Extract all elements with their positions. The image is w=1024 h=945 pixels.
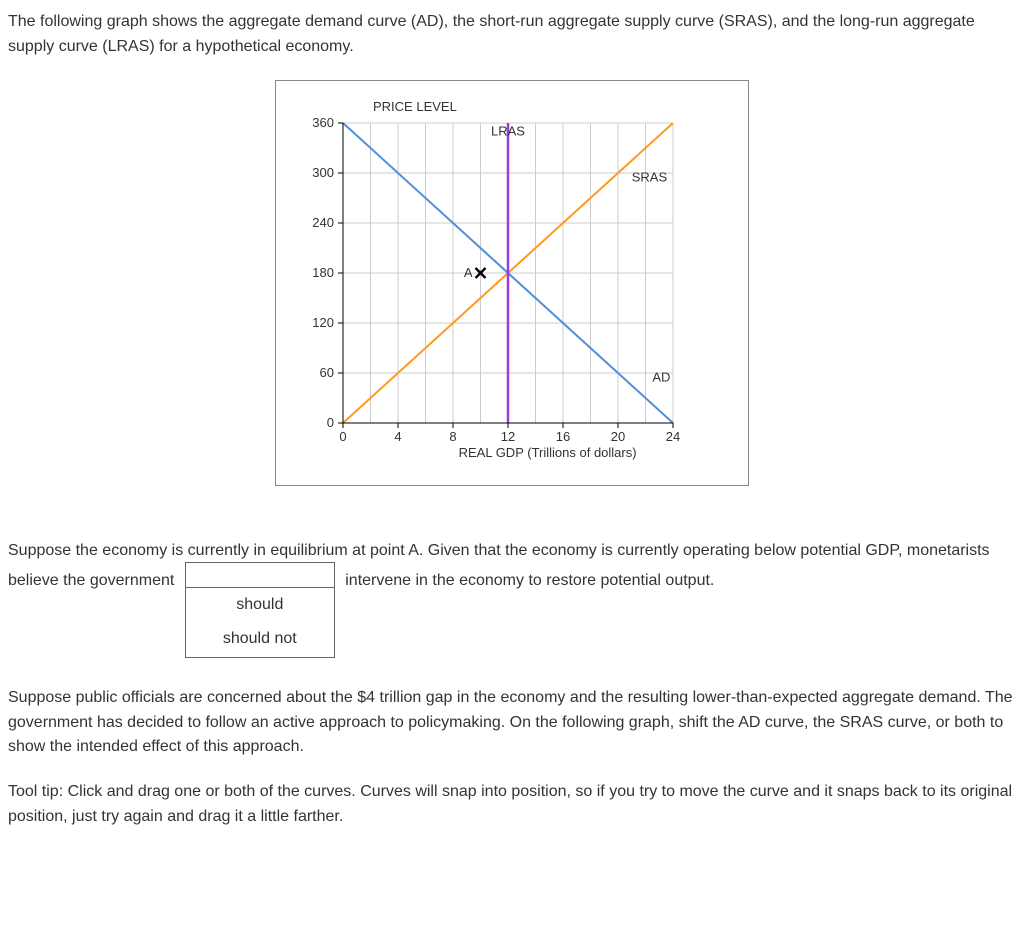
intro-text: The following graph shows the aggregate … [8,10,1016,60]
question-2: Suppose public officials are concerned a… [8,686,1016,760]
svg-text:360: 360 [312,115,334,130]
point-a-label: A [464,265,473,280]
question-1: Suppose the economy is currently in equi… [8,536,1016,662]
chart-container: PRICE LEVEL 0 60 120 180 240 300 360 0 4 8 12 16 20 24… [8,80,1016,486]
dropdown-options[interactable]: should should not [185,588,335,658]
svg-text:12: 12 [501,429,515,444]
svg-text:PRICE LEVEL: PRICE LEVEL [373,99,457,114]
intervene-dropdown[interactable]: should should not [185,562,335,658]
lras-label: LRAS [491,123,525,138]
dropdown-option-should[interactable]: should [186,588,334,622]
svg-text:16: 16 [556,429,570,444]
ad-label: AD [652,369,670,384]
svg-text:240: 240 [312,215,334,230]
svg-text:4: 4 [394,429,401,444]
svg-text:120: 120 [312,315,334,330]
svg-text:60: 60 [320,365,334,380]
svg-text:0: 0 [339,429,346,444]
dropdown-selected[interactable] [185,562,335,588]
svg-text:180: 180 [312,265,334,280]
svg-text:8: 8 [449,429,456,444]
svg-text:20: 20 [611,429,625,444]
q1-post-text: intervene in the economy to restore pote… [345,572,714,589]
svg-text:24: 24 [666,429,680,444]
svg-text:300: 300 [312,165,334,180]
economy-chart[interactable]: PRICE LEVEL 0 60 120 180 240 300 360 0 4 8 12 16 20 24… [288,93,718,473]
sras-label: SRAS [632,169,668,184]
tool-tip-text: Tool tip: Click and drag one or both of … [8,780,1016,830]
dropdown-option-should-not[interactable]: should not [186,622,334,656]
svg-text:REAL GDP (Trillions of dollars: REAL GDP (Trillions of dollars) [459,445,637,460]
svg-text:0: 0 [327,415,334,430]
chart-box: PRICE LEVEL 0 60 120 180 240 300 360 0 4 8 12 16 20 24… [275,80,749,486]
